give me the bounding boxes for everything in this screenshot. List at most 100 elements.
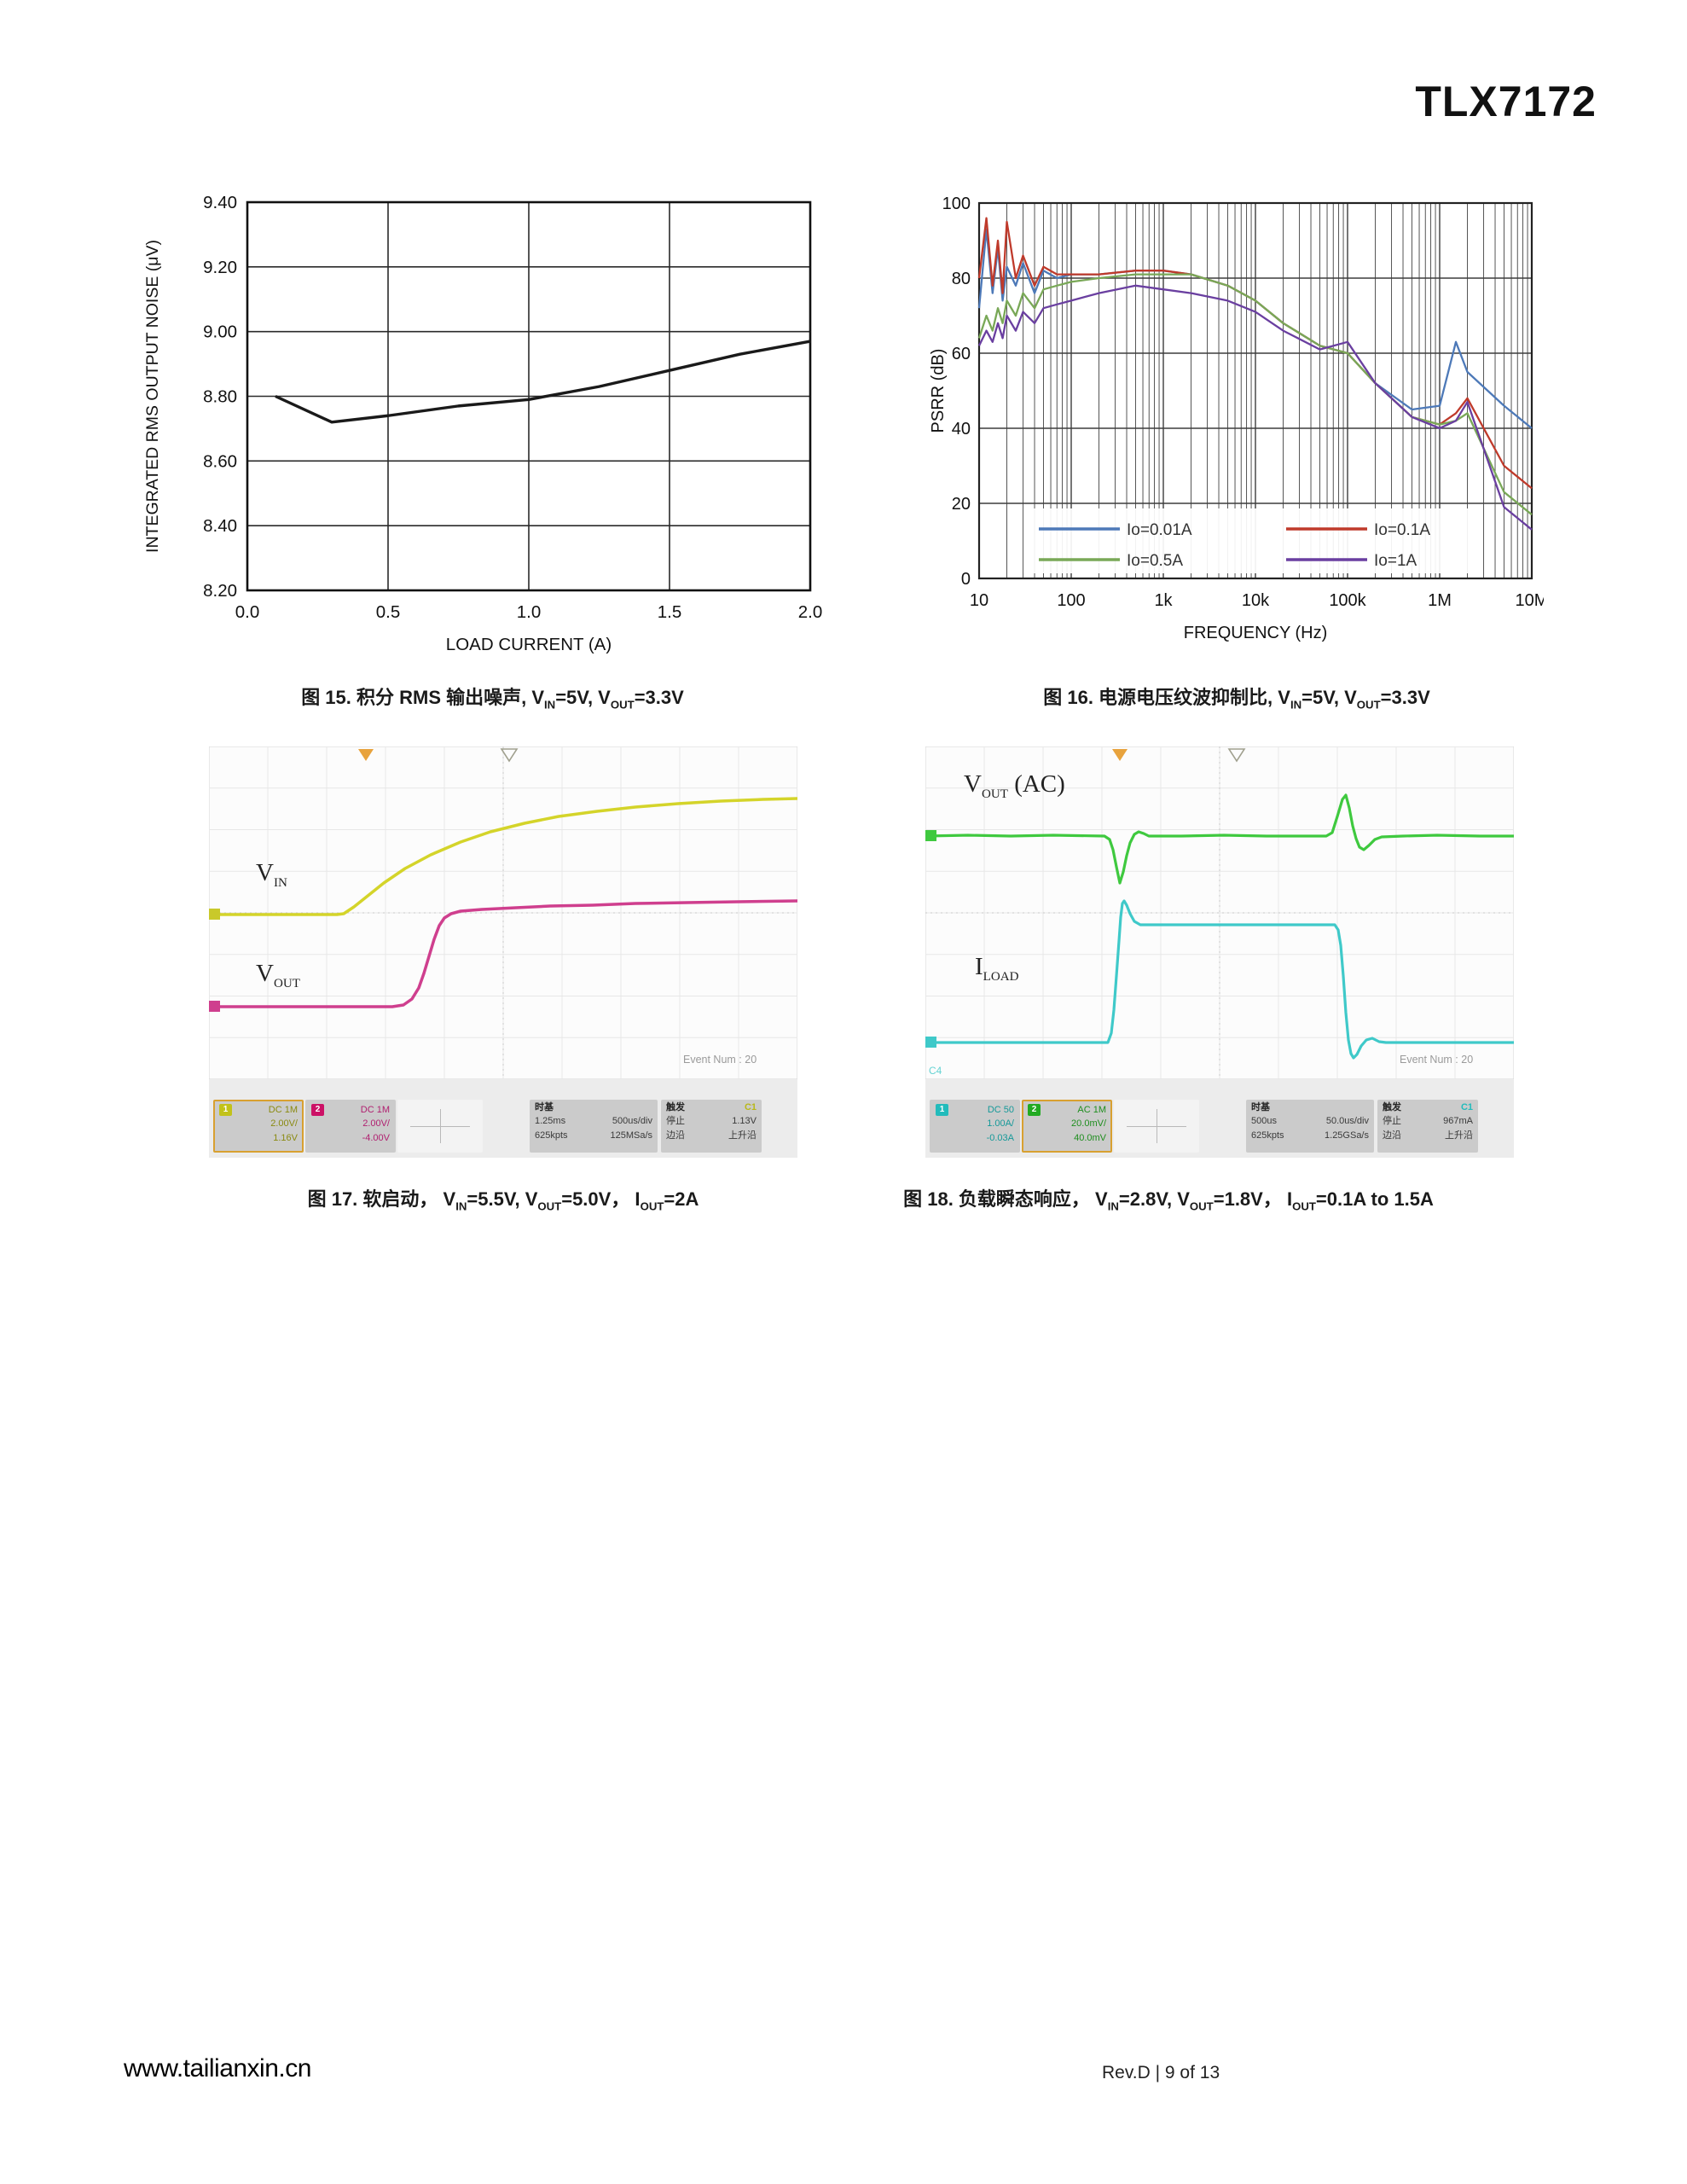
channel-ground-marker-icon: [925, 830, 936, 841]
cursor-crosshair-box[interactable]: [1114, 1100, 1199, 1153]
channel-settings-box[interactable]: 2 DC 1M 2.00V/ -4.00V: [305, 1100, 396, 1153]
x-tick-label: 10k: [1242, 591, 1270, 610]
channel-settings-box[interactable]: 2 AC 1M 20.0mV/40.0mV: [1022, 1100, 1112, 1153]
panel-row-label: 625kpts: [535, 1130, 568, 1141]
footer-revision-page-number: Rev.D | 9 of 13: [1102, 2063, 1220, 2082]
y-tick-label: 40: [952, 420, 971, 439]
figure15-noise-chart: 8.20 8.40 8.60 8.80 9.00 9.20 9.40 0.0 0.5 1.0 1.5…: [124, 189, 861, 671]
delay-marker-icon: [500, 748, 519, 763]
footer-website-link[interactable]: www.tailianxin.cn: [124, 2054, 311, 2082]
trigger-panel[interactable]: 触发 C1 停止 1.13V 边沿 上升沿: [661, 1100, 762, 1153]
panel-row-value: 上升沿: [1445, 1130, 1473, 1141]
x-tick-label: 0.5: [376, 602, 401, 622]
crosshair-vline-icon: [440, 1109, 441, 1143]
x-tick-label: 100: [1057, 591, 1085, 610]
panel-row-value: 967mA: [1443, 1116, 1473, 1126]
trigger-panel[interactable]: 触发 C1 停止 967mA 边沿 上升沿: [1377, 1100, 1478, 1153]
fig15-chart-svg: 8.20 8.40 8.60 8.80 9.00 9.20 9.40 0.0 0.5 1.0 1.5…: [143, 193, 822, 654]
figure15-caption: 图 15. 积分 RMS 输出噪声, VIN=5V, VOUT=3.3V: [301, 687, 684, 712]
y-tick-label: 100: [942, 195, 971, 213]
channel-number-chip: 2: [1028, 1104, 1041, 1116]
x-tick-label: 0.0: [235, 602, 260, 622]
delay-marker-icon: [1227, 748, 1246, 763]
panel-row-label: 625kpts: [1251, 1130, 1284, 1141]
iload-trace: [924, 899, 1516, 1060]
x-tick-label: 1k: [1154, 591, 1173, 610]
channel-coupling-label: DC 1M: [268, 1104, 298, 1115]
panel-row-label: 停止: [1383, 1116, 1401, 1126]
timebase-panel[interactable]: 时基 1.25ms 500us/div 625kpts 125MSa/s: [530, 1100, 658, 1153]
channel-ground-marker-icon: [209, 909, 220, 920]
channel-settings-box[interactable]: 1 DC 1M 2.00V/1.16V: [213, 1100, 304, 1153]
channel-number-chip: 1: [936, 1104, 948, 1116]
scope-display: Event Num : 20 VIN VOUT: [207, 746, 799, 1080]
panel-row-value: 125MSa/s: [610, 1130, 652, 1141]
channel-scale-value: -0.03A: [986, 1132, 1014, 1143]
channel-settings-box[interactable]: 1 DC 50 1.00A/ -0.03A: [930, 1100, 1020, 1153]
cursor-crosshair-box[interactable]: [397, 1100, 483, 1153]
x-axis-title: FREQUENCY (Hz): [1184, 624, 1328, 642]
channel-ground-marker-icon: [209, 1001, 220, 1012]
panel-row-value: 1.13V: [732, 1116, 757, 1126]
panel-row-value: 500us/div: [612, 1116, 652, 1126]
channel-scale-value: 2.00V/: [270, 1118, 298, 1129]
figure17-caption: 图 17. 软启动， VIN=5.5V, VOUT=5.0V， IOUT=2A: [307, 1188, 699, 1213]
y-tick-label: 8.20: [203, 581, 237, 601]
y-tick-label: 8.80: [203, 387, 237, 407]
panel-row-label: 停止: [666, 1116, 685, 1126]
panel-row-value: 1.25GSa/s: [1325, 1130, 1369, 1141]
scope-graticule-svg: Event Num : 20: [207, 746, 799, 1080]
legend-label: Io=0.5A: [1127, 552, 1183, 570]
event-num-label: Event Num : 20: [683, 1054, 757, 1066]
scope-status-bar: 1 DC 1M 2.00V/1.16V 2 DC 1M 2.00V/ -4.00V 时基 1.2…: [209, 1079, 797, 1158]
x-axis-title: LOAD CURRENT (A): [446, 635, 612, 654]
plot-border: [977, 201, 1533, 580]
y-tick-label: 80: [952, 270, 971, 288]
y-tick-label: 9.40: [203, 193, 237, 212]
x-tick-label: 10M: [1516, 591, 1544, 610]
figure16-caption: 图 16. 电源电压纹波抑制比, VIN=5V, VOUT=3.3V: [1043, 687, 1430, 712]
channel-number-chip: 2: [311, 1104, 324, 1116]
channel-corner-label: C4: [929, 1065, 942, 1077]
timebase-panel[interactable]: 时基 500us 50.0us/div 625kpts 1.25GSa/s: [1246, 1100, 1374, 1153]
channel-number-chip: 1: [219, 1104, 232, 1116]
figure18-transient-scope: C4 Event Num : 20 VOUT (AC) ILOAD 1 DC 50 1.00…: [924, 746, 1516, 1158]
panel-header-label: 触发: [1383, 1102, 1401, 1112]
trace-label: VOUT: [256, 960, 300, 990]
x-tick-label: 1M: [1428, 591, 1452, 610]
channel-scale-value: 1.16V: [273, 1132, 298, 1143]
channel-coupling-label: DC 50: [987, 1104, 1014, 1115]
channel-scale-value: 2.00V/: [362, 1118, 390, 1129]
scope-status-bar: 1 DC 50 1.00A/ -0.03A 2 AC 1M 20.0mV/40.0mV 时基 5…: [925, 1079, 1514, 1158]
x-tick-label: 1.5: [658, 602, 682, 622]
y-axis-title: INTEGRATED RMS OUTPUT NOISE (μV): [143, 240, 162, 553]
legend-label: Io=1A: [1374, 552, 1417, 570]
channel-coupling-label: DC 1M: [360, 1104, 390, 1115]
y-tick-label: 60: [952, 345, 971, 363]
plot-border: [246, 200, 812, 592]
scope-display: C4 Event Num : 20 VOUT (AC) ILOAD: [924, 746, 1516, 1080]
panel-row-label: 1.25ms: [535, 1116, 566, 1126]
noise-series-line: [275, 340, 811, 424]
x-tick-label: 1.0: [517, 602, 542, 622]
panel-header-channel: C1: [1460, 1102, 1473, 1112]
panel-row-value: 上升沿: [728, 1130, 757, 1141]
trigger-position-marker-icon: [358, 749, 374, 761]
panel-header-label: 时基: [535, 1102, 554, 1112]
channel-scale-value: 1.00A/: [987, 1118, 1014, 1129]
y-axis-title: PSRR (dB): [930, 349, 948, 433]
channel-scale-value: 20.0mV/: [1071, 1118, 1106, 1129]
trace-label: VIN: [256, 859, 287, 890]
series-Io=0.5A: [977, 273, 1533, 516]
y-tick-label: 9.00: [203, 322, 237, 342]
panel-row-label: 500us: [1251, 1116, 1277, 1126]
y-tick-label: 8.40: [203, 516, 237, 536]
y-tick-label: 8.60: [203, 451, 237, 471]
vout-trace: [207, 899, 799, 1008]
y-tick-label: 0: [961, 570, 971, 589]
figure18-caption: 图 18. 负载瞬态响应， VIN=2.8V, VOUT=1.8V， IOUT=…: [903, 1188, 1434, 1213]
trace-label: VOUT (AC): [964, 770, 1065, 801]
panel-header-channel: C1: [744, 1102, 757, 1112]
trigger-position-marker-icon: [1112, 749, 1128, 761]
